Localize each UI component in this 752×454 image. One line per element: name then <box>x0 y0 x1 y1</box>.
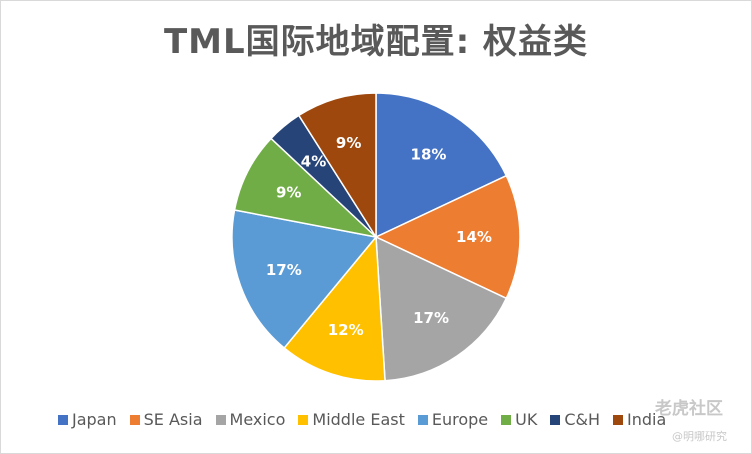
data-label-se-asia: 14% <box>456 228 492 246</box>
legend-item-europe: Europe <box>417 410 489 429</box>
legend-label: Middle East <box>312 410 405 429</box>
pie-slice-europe <box>231 209 378 350</box>
legend-item-middle-east: Middle East <box>298 410 405 429</box>
pie-slice-japan <box>375 92 508 239</box>
data-label-uk: 9% <box>276 184 301 202</box>
pie-slice-india <box>297 92 377 240</box>
legend-item-c-h: C&H <box>550 410 600 429</box>
legend-item-japan: Japan <box>58 410 117 429</box>
data-label-japan: 18% <box>411 145 447 163</box>
pie-slice-middle-east <box>283 235 386 382</box>
legend-item-se-asia: SE Asia <box>129 410 203 429</box>
pie-slice-uk <box>233 137 379 239</box>
data-label-mexico: 17% <box>413 309 449 327</box>
legend-label: Europe <box>431 410 489 429</box>
legend-label: UK <box>515 410 538 429</box>
legend-swatch <box>129 414 140 425</box>
legend-label: Mexico <box>229 410 286 429</box>
chart-title: TML国际地域配置: 权益类 <box>163 22 589 62</box>
legend-swatch <box>215 414 226 425</box>
chart-legend: Japan SE Asia Mexico Middle East Europe UK C&H… <box>58 410 679 429</box>
legend-swatch <box>550 414 561 425</box>
legend-swatch <box>298 414 309 425</box>
legend-item-india: India <box>613 410 666 429</box>
legend-label: C&H <box>564 410 601 429</box>
legend-swatch <box>417 414 428 425</box>
legend-label: India <box>627 410 667 429</box>
legend-item-mexico: Mexico <box>215 410 286 429</box>
data-label-india: 9% <box>336 134 361 152</box>
legend-label: Japan <box>72 410 117 429</box>
watermark-subtext: @明哪研究 <box>672 430 727 443</box>
watermark-text: 老虎社区 <box>655 399 723 419</box>
legend-swatch <box>58 414 68 425</box>
pie-slice-se-asia <box>374 174 521 300</box>
legend-swatch <box>613 414 624 425</box>
legend-label: SE Asia <box>143 410 203 429</box>
data-label-middle-east: 12% <box>328 321 364 339</box>
legend-item-uk: UK <box>501 410 537 429</box>
legend-swatch <box>501 414 512 425</box>
pie-slice-mexico <box>375 235 508 382</box>
data-label-europe: 17% <box>266 261 302 279</box>
data-label-c-h: 4% <box>301 152 326 170</box>
